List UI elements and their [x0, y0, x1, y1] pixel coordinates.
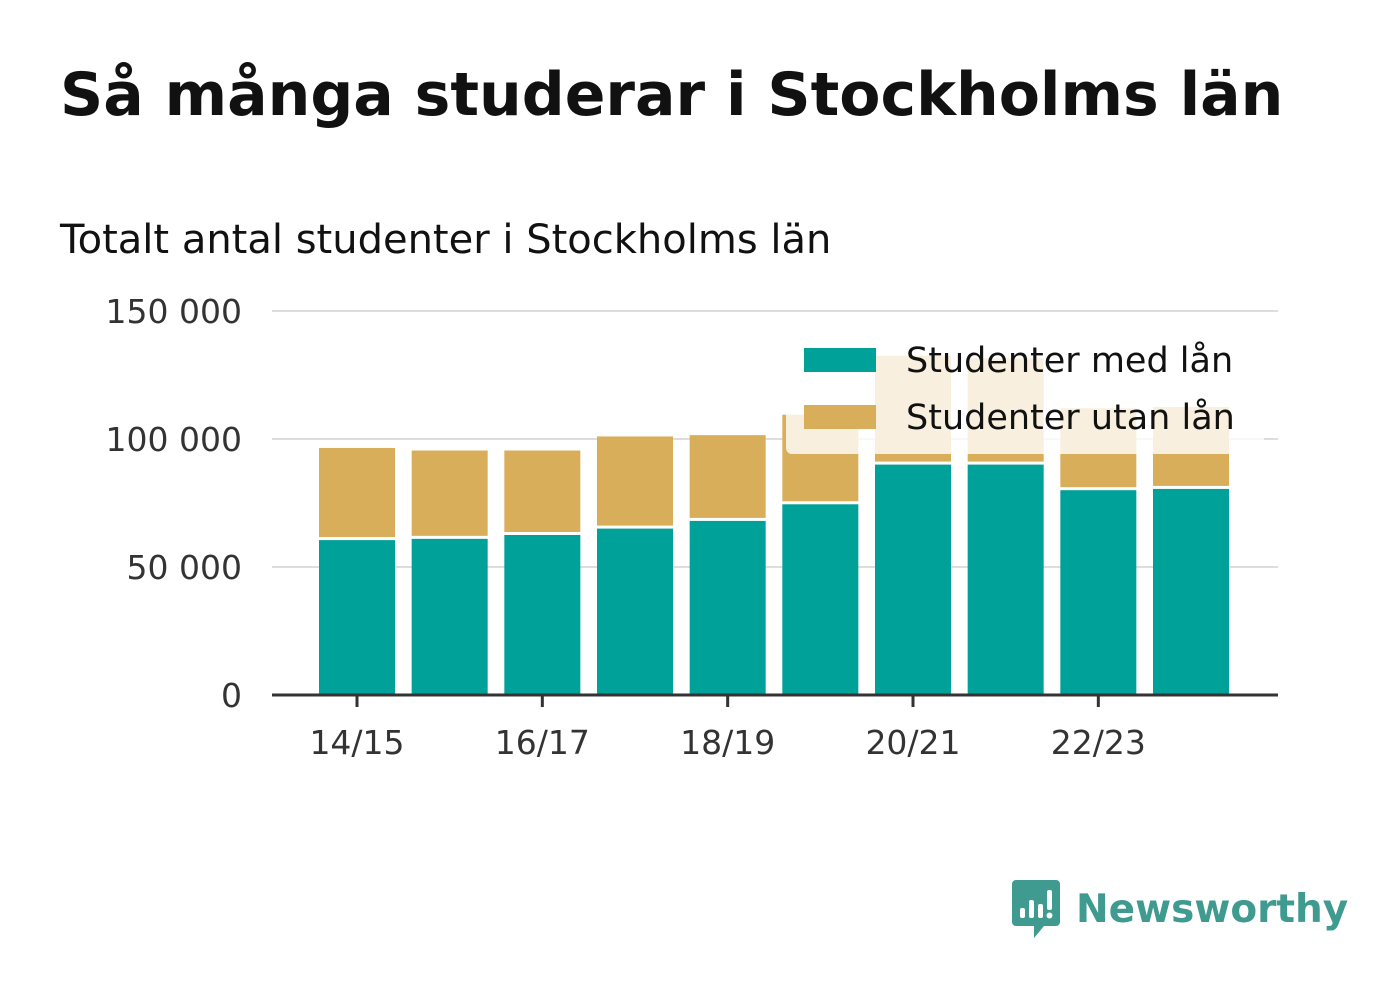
x-tick-label: 16/17: [495, 723, 590, 762]
legend: Studenter med lån Studenter utan lån: [786, 330, 1264, 454]
legend-swatch: [804, 405, 876, 429]
stacked-bar-chart: 0 50 000 100 000 150 000 14/15 16/17 18/19 20/…: [106, 292, 1278, 762]
x-tick-label: 22/23: [1051, 723, 1146, 762]
legend-label: Studenter utan lån: [906, 397, 1235, 438]
y-axis-ticks: 0 50 000 100 000 150 000: [106, 292, 242, 715]
bar-segment-med-lan: [782, 504, 859, 695]
legend-background: [786, 330, 1264, 454]
bar-segment-med-lan: [1060, 490, 1137, 695]
chart-subtitle: Totalt antal studenter i Stockholms län: [60, 217, 832, 263]
x-tick-label: 14/15: [309, 723, 404, 762]
bar-segment-utan-lan: [411, 450, 488, 536]
bar-segment-med-lan: [1153, 488, 1229, 695]
y-tick-label: 150 000: [106, 292, 242, 331]
y-tick-label: 100 000: [106, 420, 242, 459]
bar-segment-utan-lan: [597, 436, 673, 526]
y-tick-label: 50 000: [127, 548, 242, 587]
y-tick-label: 0: [221, 676, 242, 715]
newsworthy-brand: Newsworthy: [1010, 878, 1348, 940]
bar-segment-utan-lan: [689, 435, 766, 518]
x-tick-label: 20/21: [865, 723, 960, 762]
bar-segment-med-lan: [967, 464, 1044, 695]
bar-segment-med-lan: [319, 540, 395, 695]
bar-segment-utan-lan: [504, 450, 581, 532]
legend-label: Studenter med lån: [906, 340, 1233, 381]
bar-segment-med-lan: [411, 538, 488, 695]
legend-swatch: [804, 348, 876, 372]
x-tick-label: 18/19: [680, 723, 775, 762]
newsworthy-logo-icon: [1012, 880, 1060, 938]
bar-segment-med-lan: [597, 528, 673, 695]
bar-segment-utan-lan: [319, 447, 395, 538]
bar-segment-med-lan: [875, 464, 951, 695]
x-axis-ticks: 14/15 16/17 18/19 20/21 22/23: [309, 695, 1146, 762]
bar-segment-med-lan: [689, 520, 766, 695]
chart-title: Så många studerar i Stockholms län: [60, 60, 1284, 130]
bar-segment-med-lan: [504, 535, 581, 695]
brand-name: Newsworthy: [1076, 886, 1349, 932]
